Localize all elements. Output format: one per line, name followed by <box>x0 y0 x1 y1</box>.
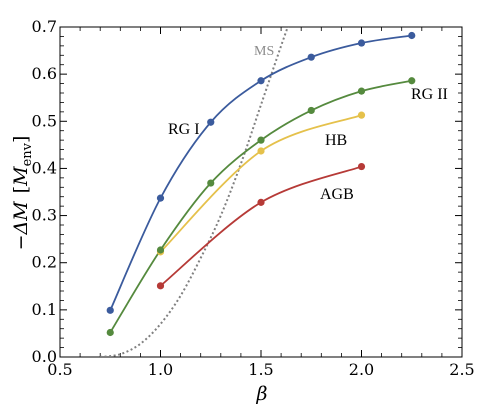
series-label-agb: AGB <box>320 186 354 203</box>
series-label-hb: HB <box>325 132 347 149</box>
series-line-agb <box>159 165 362 287</box>
data-point-hb <box>357 111 366 119</box>
plot-frame <box>59 26 463 358</box>
y-axis-symbol: −ΔM <box>10 201 32 251</box>
x-tick-labels: 0.5 1.0 1.5 2.0 2.5 <box>47 360 474 379</box>
series-line-ms <box>100 27 289 357</box>
y-tick-label: 0.7 <box>32 17 57 36</box>
data-point-hb <box>257 147 265 155</box>
y-tick-label: 0.1 <box>32 300 57 319</box>
series-lines <box>100 27 412 357</box>
y-tick-label: 0.2 <box>32 253 57 272</box>
data-point-agb <box>357 162 366 171</box>
data-point-rg-ii <box>156 246 165 254</box>
series-label-ms: MS <box>254 44 274 59</box>
x-axis-title: β <box>256 383 268 405</box>
y-tick-label: 0.6 <box>32 64 57 83</box>
x-tick-label: 1.5 <box>248 360 273 379</box>
y-axis-unit: M <box>10 166 32 187</box>
data-point-rg-ii <box>408 77 416 85</box>
x-tick-label: 0.5 <box>47 360 72 379</box>
axis-ticks <box>59 26 463 358</box>
series-line-rg-i <box>109 34 412 311</box>
data-point-rg-i <box>207 118 215 126</box>
y-tick-label: 0.5 <box>32 111 57 130</box>
data-point-rg-i <box>357 39 366 47</box>
data-point-rg-ii <box>207 179 215 187</box>
series-points <box>106 31 416 337</box>
series-label-rg-i: RG I <box>168 121 200 138</box>
data-point-rg-i <box>257 77 265 85</box>
y-axis-unit-subscript: env <box>20 142 35 166</box>
data-point-rg-i <box>156 194 165 202</box>
data-point-rg-ii <box>257 136 265 144</box>
x-tick-label: 1.0 <box>148 360 173 379</box>
series-label-rg-ii: RG II <box>411 86 448 103</box>
data-point-agb <box>257 198 265 206</box>
y-tick-labels: 0.0 0.1 0.2 0.3 0.4 0.5 0.6 0.7 <box>32 17 57 366</box>
data-point-rg-i <box>307 53 315 61</box>
data-point-agb <box>156 282 165 290</box>
data-point-rg-ii <box>106 328 114 337</box>
y-tick-label: 0.0 <box>32 347 57 366</box>
data-point-rg-i <box>106 306 114 314</box>
x-tick-label: 2.0 <box>349 360 374 379</box>
x-tick-label: 2.5 <box>449 360 474 379</box>
data-point-rg-i <box>408 31 416 40</box>
data-point-rg-ii <box>357 87 366 95</box>
data-point-rg-ii <box>307 106 315 115</box>
y-axis-title: −ΔM[Menv] <box>10 136 35 251</box>
y-tick-label: 0.3 <box>32 206 57 225</box>
y-tick-label: 0.4 <box>32 158 57 177</box>
